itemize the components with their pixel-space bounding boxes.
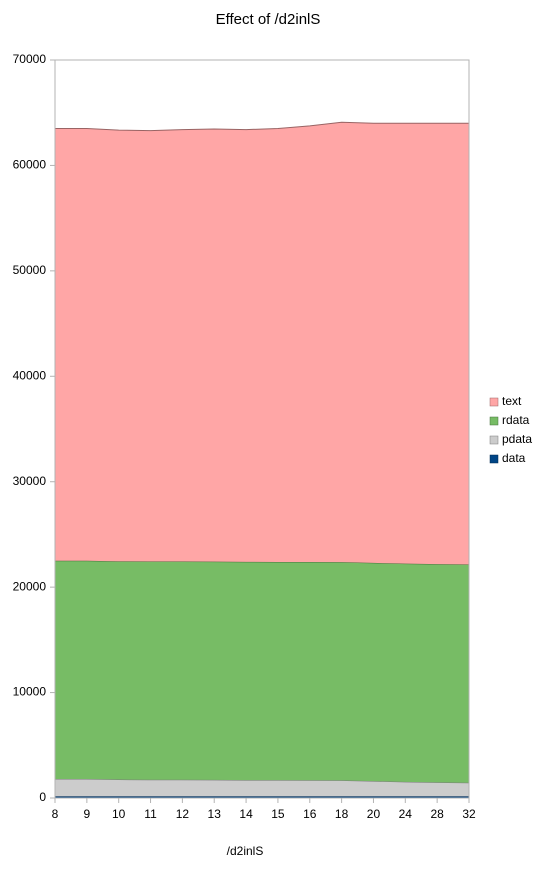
legend-label: pdata (502, 432, 532, 446)
legend-label: text (502, 394, 522, 408)
legend-label: rdata (502, 413, 530, 427)
x-tick-label: 24 (399, 807, 413, 821)
x-tick-label: 15 (271, 807, 285, 821)
x-tick-label: 28 (430, 807, 444, 821)
x-tick-label: 11 (144, 807, 157, 821)
area (55, 122, 469, 565)
y-tick-label: 60000 (13, 158, 47, 172)
x-tick-label: 12 (176, 807, 190, 821)
legend-label: data (502, 451, 526, 465)
x-tick-label: 16 (303, 807, 317, 821)
x-tick-label: 9 (84, 807, 91, 821)
legend-swatch (489, 397, 499, 407)
plot-frame (54, 59, 470, 799)
chart-title: Effect of /d2inlS (216, 11, 321, 28)
area (55, 560, 469, 783)
y-tick-label: 50000 (13, 263, 47, 277)
x-tick-label: 20 (367, 807, 381, 821)
x-tick-label: 14 (239, 807, 253, 821)
legend-swatch (489, 416, 499, 426)
x-tick-label: 10 (112, 807, 126, 821)
x-tick-label: 32 (462, 807, 476, 821)
x-tick-label: 8 (52, 807, 59, 821)
y-tick-label: 10000 (13, 685, 47, 699)
legend-swatch (489, 454, 499, 464)
y-tick-label: 70000 (13, 52, 47, 66)
y-tick-label: 40000 (13, 368, 47, 382)
y-tick-label: 0 (39, 790, 46, 804)
area-edge (55, 121, 469, 132)
x-tick-label: 13 (208, 807, 222, 821)
area-edge (55, 778, 470, 784)
area (55, 779, 469, 797)
legend-swatch (489, 435, 499, 445)
x-tick-label: 18 (335, 807, 349, 821)
x-axis-title: /d2inlS (227, 844, 264, 858)
y-tick-label: 30000 (13, 474, 47, 488)
y-tick-label: 20000 (13, 579, 47, 593)
